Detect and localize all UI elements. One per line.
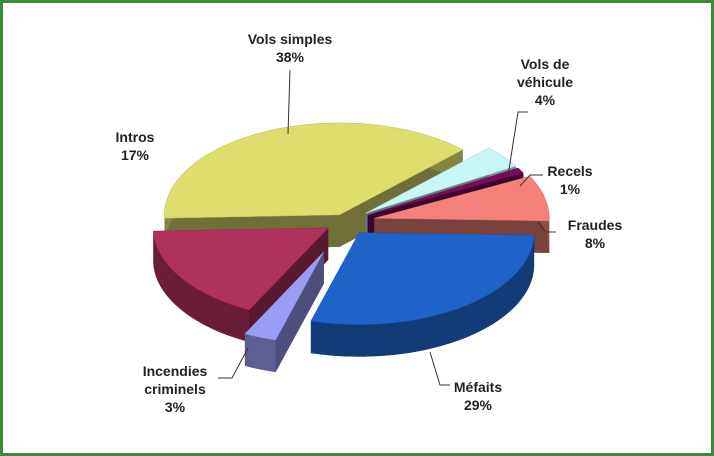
- slice-percent: 17%: [120, 147, 150, 163]
- slice-percent: 38%: [275, 49, 305, 65]
- slice-name: Méfaits: [453, 379, 503, 395]
- slice-percent: 8%: [584, 235, 606, 251]
- slice-percent: 29%: [463, 397, 493, 413]
- slice: [153, 227, 329, 311]
- slice-name: Vols de véhicule: [516, 56, 574, 90]
- leader-line: [429, 351, 450, 386]
- pie: [153, 122, 550, 373]
- slice: [164, 122, 464, 219]
- slice-wall: [310, 235, 535, 357]
- slice-name: Vols simples: [247, 31, 333, 47]
- leader-line: [519, 174, 543, 187]
- slice-name: Recels: [547, 163, 593, 179]
- slice: [310, 232, 535, 357]
- slice: [244, 251, 325, 341]
- leader-line: [537, 221, 556, 233]
- slice: [310, 232, 535, 325]
- slice-name: Intros: [115, 129, 155, 145]
- slice-wall: [153, 231, 250, 342]
- leader-line: [287, 69, 291, 135]
- data-label: Vols simples 38%: [225, 30, 355, 66]
- data-label: Recels 1%: [540, 162, 600, 198]
- data-label: Méfaits 29%: [443, 378, 513, 414]
- slice: [164, 122, 464, 251]
- slice: [367, 167, 524, 216]
- slice: [374, 176, 550, 222]
- slice-name: Fraudes: [567, 217, 623, 233]
- slice-wall: [244, 333, 276, 373]
- slice-name: Incendies criminels: [142, 363, 208, 397]
- leader-line: [507, 111, 528, 177]
- data-label: Intros 17%: [100, 128, 170, 164]
- slice: [365, 147, 517, 214]
- slice-percent: 3%: [164, 399, 186, 415]
- slice-percent: 4%: [534, 92, 556, 108]
- leader-line: [218, 347, 249, 379]
- data-label: Fraudes 8%: [555, 216, 635, 252]
- slice: [244, 251, 325, 373]
- slice-percent: 1%: [559, 181, 581, 197]
- data-label: Vols de véhicule 4%: [500, 55, 590, 109]
- data-label: Incendies criminels 3%: [125, 362, 225, 416]
